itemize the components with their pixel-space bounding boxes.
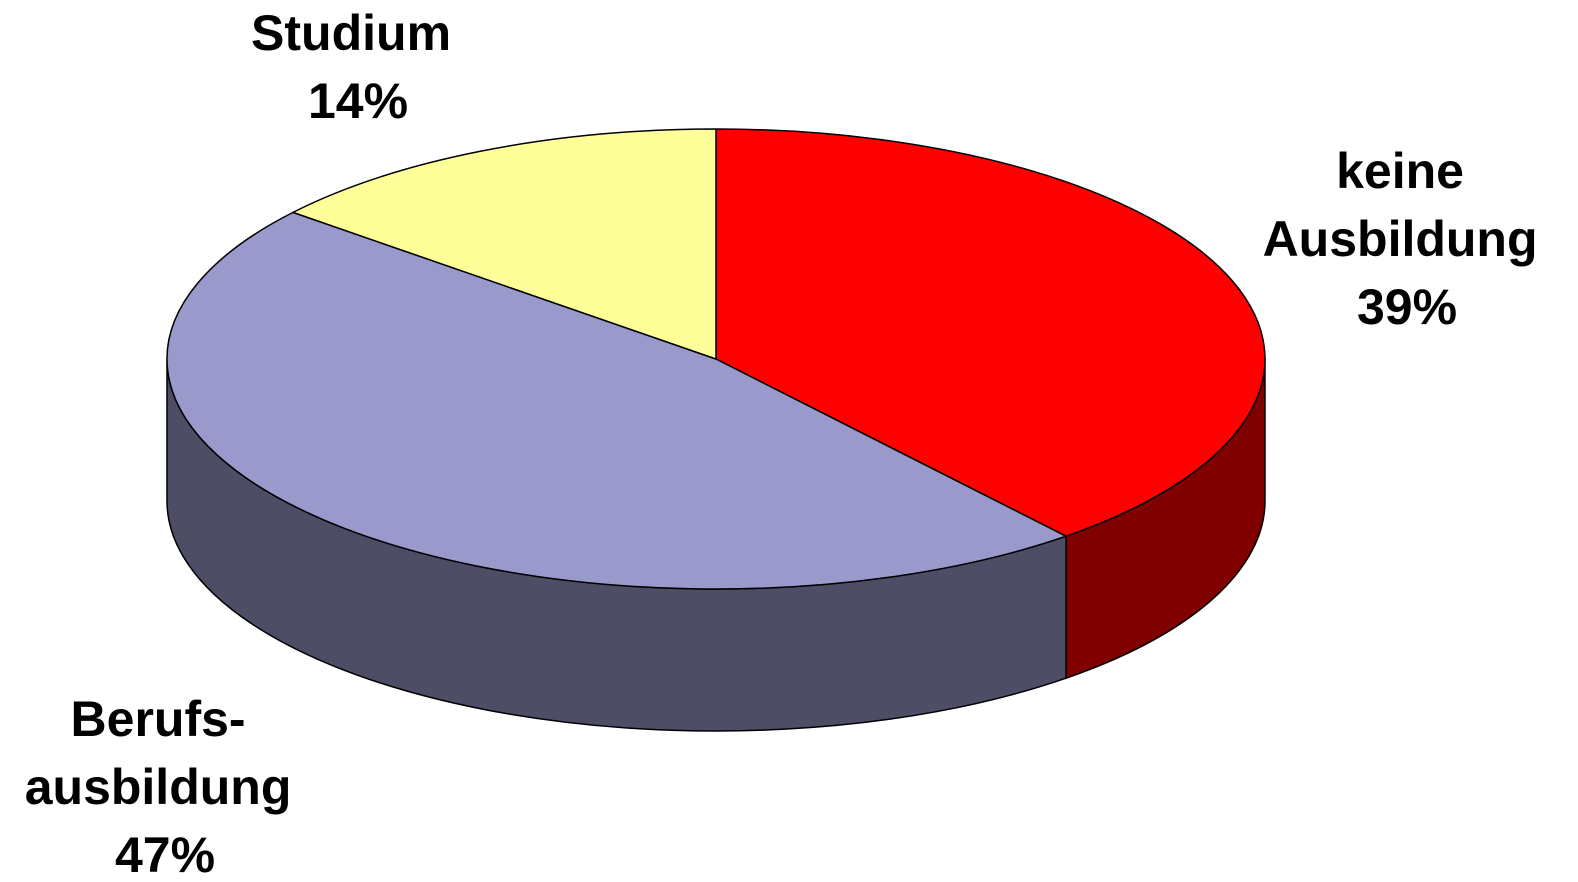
slice-label-berufsausbildung: Berufs- ausbildung 47% <box>25 691 306 882</box>
slice-label-studium: Studium 14% <box>251 5 465 129</box>
slice-label-keine-ausbildung-value: 39% <box>1357 279 1457 335</box>
slice-label-berufsausbildung-value: 47% <box>115 827 215 882</box>
slice-label-keine-ausbildung-line-1: keine <box>1336 143 1464 199</box>
slice-studium <box>292 128 717 360</box>
slice-berufsausbildung <box>166 211 1067 590</box>
slice-label-berufsausbildung-line-2: ausbildung <box>25 759 292 815</box>
slice-keine-ausbildung <box>715 128 1266 537</box>
slice-label-keine-ausbildung-line-2: Ausbildung <box>1263 211 1538 267</box>
slice-label-studium-line-1: Studium <box>251 5 451 61</box>
slice-label-studium-value: 14% <box>308 73 408 129</box>
slice-label-berufsausbildung-line-1: Berufs- <box>71 691 246 747</box>
slice-label-keine-ausbildung: keine Ausbildung 39% <box>1263 143 1552 335</box>
pie-tops <box>166 128 1266 590</box>
